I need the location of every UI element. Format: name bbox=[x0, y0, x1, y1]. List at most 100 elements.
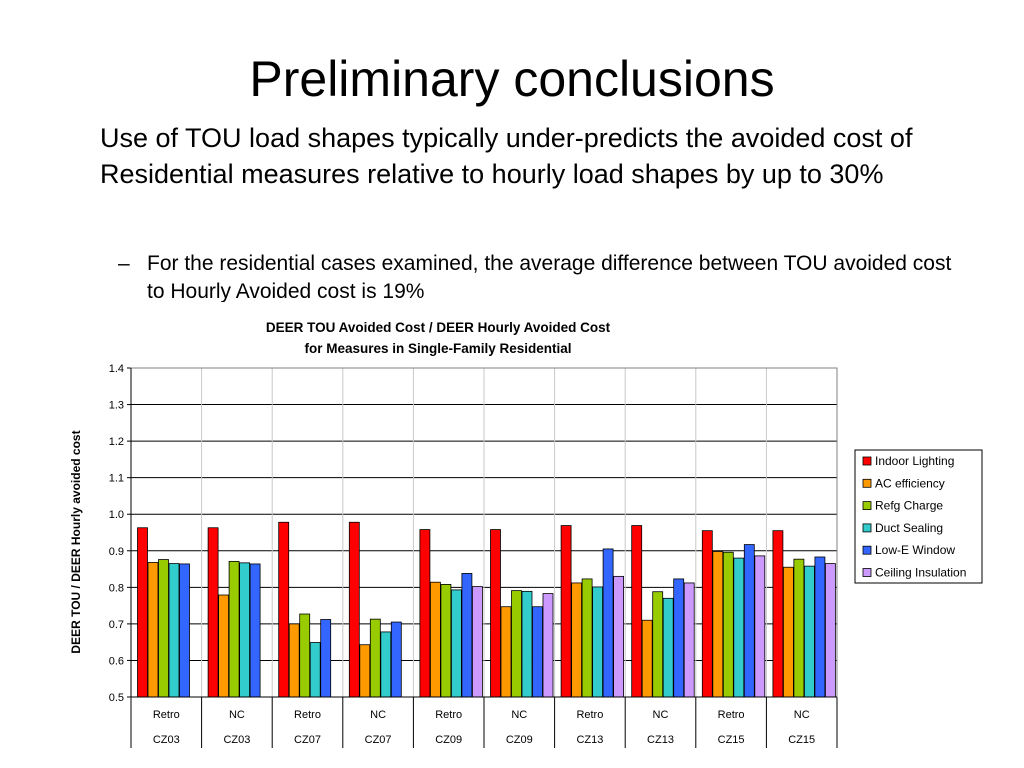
x-category-label: NC bbox=[229, 709, 245, 721]
x-group-label: CZ09 bbox=[435, 734, 462, 746]
legend-box bbox=[854, 449, 983, 584]
y-tick-label: 0.5 bbox=[109, 692, 124, 704]
legend-label: Refg Charge bbox=[875, 499, 943, 513]
bar-refg-charge-5 bbox=[440, 584, 452, 698]
x-category-label: NC bbox=[511, 709, 527, 721]
bar-low-e-window-6 bbox=[532, 606, 543, 698]
y-tick-label: 1.3 bbox=[109, 400, 124, 412]
axes bbox=[127, 367, 838, 748]
legend-label: Ceiling Insulation bbox=[875, 566, 966, 580]
x-group-label: CZ13 bbox=[647, 734, 674, 746]
legend-swatch bbox=[862, 545, 872, 555]
bar-low-e-window-7 bbox=[602, 548, 614, 698]
x-group-label: CZ03 bbox=[153, 734, 180, 746]
bar-indoor-lighting-10 bbox=[772, 530, 784, 698]
y-tick-label: 1.4 bbox=[109, 363, 124, 375]
bar-ac-efficiency-10 bbox=[783, 566, 794, 698]
bar-low-e-window-8 bbox=[673, 578, 685, 698]
main-bullet: Use of TOU load shapes typically under-p… bbox=[100, 123, 913, 189]
legend-swatch bbox=[862, 501, 872, 511]
bar-low-e-window-3 bbox=[320, 619, 332, 698]
y-axis-label: DEER TOU / DEER Hourly avoided cost bbox=[69, 430, 83, 653]
bar-chart: DEER TOU Avoided Cost / DEER Hourly Avoi… bbox=[69, 320, 983, 748]
x-group-label: CZ07 bbox=[365, 734, 392, 746]
bar-ceiling-insulation-5 bbox=[471, 586, 483, 698]
bar-refg-charge-6 bbox=[511, 590, 522, 698]
bar-duct-sealing-2 bbox=[239, 562, 251, 698]
chart-title: DEER TOU Avoided Cost / DEER Hourly Avoi… bbox=[266, 320, 611, 335]
bar-indoor-lighting-2 bbox=[207, 527, 219, 698]
bar-ac-efficiency-6 bbox=[500, 606, 512, 698]
bar-duct-sealing-9 bbox=[733, 557, 745, 698]
bar-refg-charge-3 bbox=[299, 613, 311, 698]
legend-label: Low-E Window bbox=[875, 543, 955, 557]
bar-low-e-window-1 bbox=[179, 563, 190, 698]
bar-ceiling-insulation-7 bbox=[613, 575, 624, 698]
chart-subtitle: for Measures in Single-Family Residentia… bbox=[304, 341, 571, 356]
y-tick-label: 0.7 bbox=[109, 619, 124, 631]
x-group-label: CZ09 bbox=[506, 734, 533, 746]
bar-ac-efficiency-1 bbox=[147, 562, 159, 698]
x-category-label: NC bbox=[653, 709, 669, 721]
bar-refg-charge-7 bbox=[581, 578, 593, 698]
x-group-label: CZ15 bbox=[718, 734, 745, 746]
y-tick-label: 0.6 bbox=[109, 655, 124, 667]
x-category-label: Retro bbox=[153, 709, 180, 721]
bar-low-e-window-2 bbox=[249, 563, 261, 698]
legend-label: Duct Sealing bbox=[875, 521, 943, 535]
bar-ac-efficiency-7 bbox=[571, 582, 582, 698]
bar-indoor-lighting-5 bbox=[419, 529, 431, 698]
bar-duct-sealing-1 bbox=[168, 563, 180, 698]
bar-ceiling-insulation-8 bbox=[683, 582, 695, 698]
bar-indoor-lighting-8 bbox=[631, 525, 643, 698]
bar-ac-efficiency-4 bbox=[359, 644, 371, 698]
y-tick-label: 0.9 bbox=[109, 546, 124, 558]
x-group-label: CZ13 bbox=[576, 734, 603, 746]
legend-swatch bbox=[862, 523, 872, 533]
bar-indoor-lighting-4 bbox=[348, 521, 360, 698]
bar-low-e-window-9 bbox=[743, 544, 755, 698]
bar-indoor-lighting-7 bbox=[560, 525, 572, 698]
x-group-label: CZ15 bbox=[788, 734, 815, 746]
bar-ac-efficiency-3 bbox=[288, 623, 300, 698]
bar-ceiling-insulation-6 bbox=[542, 593, 554, 698]
bar-indoor-lighting-3 bbox=[278, 521, 290, 698]
legend-swatch bbox=[862, 568, 872, 577]
slide-title: Preliminary conclusions bbox=[249, 51, 775, 107]
bar-indoor-lighting-1 bbox=[137, 527, 148, 698]
x-category-label: NC bbox=[370, 709, 386, 721]
bar-duct-sealing-8 bbox=[662, 597, 674, 698]
legend: Indoor Lighting AC efficiency Refg Charge D… bbox=[854, 449, 983, 584]
bar-duct-sealing-7 bbox=[592, 586, 603, 698]
sub-bullet: For the residential cases examined, the … bbox=[147, 252, 952, 302]
x-category-label: Retro bbox=[718, 709, 745, 721]
x-category-label: Retro bbox=[294, 709, 321, 721]
bar-low-e-window-10 bbox=[814, 556, 826, 698]
y-tick-label: 1.1 bbox=[109, 473, 124, 485]
bar-ceiling-insulation-9 bbox=[754, 555, 766, 698]
bar-duct-sealing-6 bbox=[521, 590, 533, 698]
x-category-labels: Retro CZ03 NC CZ03 Retro CZ07 NC CZ07 Retro CZ09 N… bbox=[153, 709, 815, 746]
bar-ac-efficiency-9 bbox=[712, 551, 724, 698]
y-tick-labels: 0.5 0.6 0.7 0.8 0.9 1.0 1.1 1.2 1.3 1.4 bbox=[109, 363, 124, 704]
bar-duct-sealing-5 bbox=[450, 589, 462, 698]
bar-refg-charge-4 bbox=[369, 618, 381, 698]
bar-duct-sealing-3 bbox=[309, 642, 321, 698]
bar-ac-efficiency-5 bbox=[429, 581, 441, 698]
sub-bullet-dash: – bbox=[118, 252, 130, 275]
bar-ac-efficiency-8 bbox=[641, 619, 653, 698]
y-tick-label: 1.0 bbox=[109, 509, 124, 521]
bar-indoor-lighting-9 bbox=[701, 530, 713, 698]
bar-refg-charge-2 bbox=[228, 560, 240, 698]
bar-refg-charge-9 bbox=[722, 551, 734, 698]
bar-duct-sealing-4 bbox=[380, 631, 392, 698]
bar-refg-charge-8 bbox=[652, 591, 664, 698]
bar-indoor-lighting-6 bbox=[490, 529, 501, 698]
legend-swatch bbox=[862, 456, 872, 466]
bar-duct-sealing-10 bbox=[804, 565, 815, 698]
bar-refg-charge-1 bbox=[158, 559, 169, 698]
y-tick-label: 0.8 bbox=[109, 582, 124, 594]
legend-swatch bbox=[862, 478, 872, 488]
x-category-label: Retro bbox=[576, 709, 603, 721]
bar-refg-charge-10 bbox=[793, 558, 805, 698]
